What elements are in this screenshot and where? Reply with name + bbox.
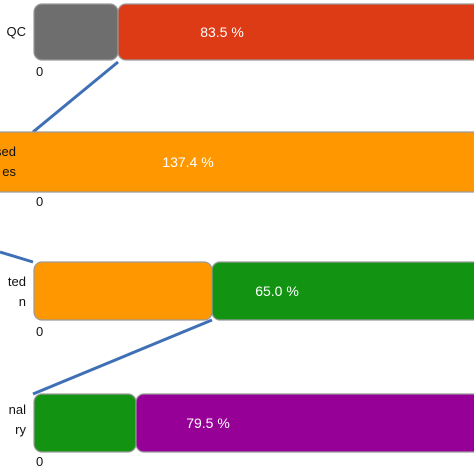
stage-row-3: 65.0 % ted n0 [8, 261, 474, 339]
bar-segment-1-2 [117, 3, 474, 61]
category-label-4: ry [15, 422, 26, 437]
bar-segment-1-1 [33, 3, 119, 61]
zero-tick-label-3: 0 [36, 324, 43, 339]
category-label-4: nal [9, 402, 26, 417]
connector-line-1 [32, 60, 119, 134]
zero-tick-label-1: 0 [36, 64, 43, 79]
connector-line-2 [0, 250, 34, 264]
bar-segment-4-2 [135, 393, 474, 453]
stage-row-4: 79.5 % nal ry 0 [9, 393, 474, 469]
zero-tick-label-2: 0 [36, 194, 43, 209]
stage-row-2: 137.4 % sed es 0 [0, 131, 474, 209]
category-label-3: ted [8, 274, 26, 289]
connector-line-3 [32, 318, 213, 396]
bar-segment-3-2 [211, 261, 474, 321]
category-label-2: es [2, 164, 16, 179]
bar-segment-4-1 [33, 393, 137, 453]
bar-segment-3-1 [33, 261, 213, 321]
value-label-2: 137.4 % [162, 154, 213, 170]
value-label-4: 79.5 % [186, 415, 230, 431]
zero-tick-label-4: 0 [36, 454, 43, 469]
category-label-2: sed [0, 144, 16, 159]
bar-segment-2-1 [0, 131, 474, 193]
category-label-3: n [19, 294, 26, 309]
value-label-1: 83.5 % [200, 24, 244, 40]
category-label-1: QC [7, 24, 27, 39]
value-label-3: 65.0 % [255, 283, 299, 299]
stage-row-1: 83.5 % QC 0 [7, 3, 474, 79]
